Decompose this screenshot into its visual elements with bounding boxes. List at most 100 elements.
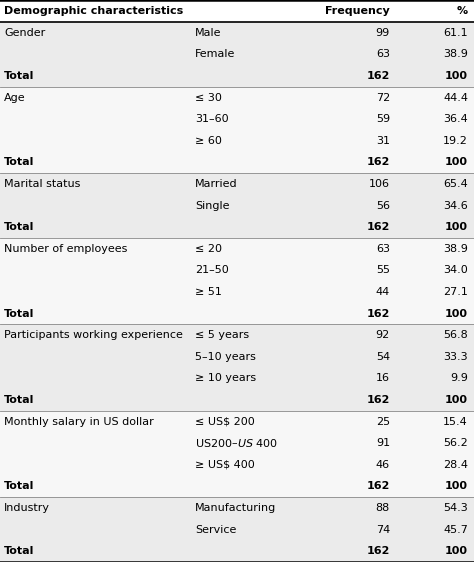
Text: ≥ 10 years: ≥ 10 years [195,373,256,383]
Text: 54.3: 54.3 [443,503,468,513]
Text: Total: Total [4,222,35,232]
Text: 55: 55 [376,265,390,275]
Bar [0,65,474,87]
Text: Total: Total [4,157,35,167]
Bar [0,519,474,541]
Text: Demographic characteristics: Demographic characteristics [4,6,183,16]
Bar [0,0,474,22]
Text: ≤ 30: ≤ 30 [195,93,222,103]
Text: 100: 100 [445,482,468,491]
Text: 31–60: 31–60 [195,114,228,124]
Text: 34.6: 34.6 [443,201,468,211]
Text: 56.2: 56.2 [443,438,468,448]
Bar [0,238,474,260]
Text: Total: Total [4,71,35,81]
Text: 21–50: 21–50 [195,265,229,275]
Text: Service: Service [195,524,237,534]
Text: 56: 56 [376,201,390,211]
Text: 46: 46 [376,460,390,470]
Text: ≤ 20: ≤ 20 [195,244,222,254]
Text: Female: Female [195,49,236,60]
Text: Total: Total [4,309,35,319]
Text: 74: 74 [376,524,390,534]
Text: 15.4: 15.4 [443,416,468,427]
Text: 9.9: 9.9 [450,373,468,383]
Bar [0,324,474,346]
Bar [0,411,474,432]
Text: 36.4: 36.4 [443,114,468,124]
Text: 63: 63 [376,244,390,254]
Text: 162: 162 [366,395,390,405]
Text: 100: 100 [445,546,468,556]
Text: 72: 72 [376,93,390,103]
Text: 100: 100 [445,71,468,81]
Text: 65.4: 65.4 [443,179,468,189]
Text: Participants working experience: Participants working experience [4,330,183,340]
Text: 100: 100 [445,157,468,167]
Text: Total: Total [4,546,35,556]
Text: Male: Male [195,28,221,38]
Text: Manufacturing: Manufacturing [195,503,276,513]
Text: ≥ 51: ≥ 51 [195,287,222,297]
Text: 33.3: 33.3 [443,352,468,362]
Text: ≤ 5 years: ≤ 5 years [195,330,249,340]
Text: 88: 88 [376,503,390,513]
Text: 162: 162 [366,222,390,232]
Text: 100: 100 [445,395,468,405]
Bar [0,541,474,562]
Bar [0,346,474,368]
Bar [0,22,474,44]
Text: ≥ 60: ≥ 60 [195,136,222,146]
Text: 28.4: 28.4 [443,460,468,470]
Text: 100: 100 [445,222,468,232]
Text: ≤ US$ 200: ≤ US$ 200 [195,416,255,427]
Text: 92: 92 [376,330,390,340]
Text: 5–10 years: 5–10 years [195,352,256,362]
Text: Age: Age [4,93,26,103]
Text: 44: 44 [376,287,390,297]
Text: 106: 106 [369,179,390,189]
Text: 100: 100 [445,309,468,319]
Text: Marital status: Marital status [4,179,81,189]
Text: 38.9: 38.9 [443,49,468,60]
Text: 162: 162 [366,309,390,319]
Text: 16: 16 [376,373,390,383]
Text: 27.1: 27.1 [443,287,468,297]
Text: Number of employees: Number of employees [4,244,128,254]
Text: 63: 63 [376,49,390,60]
Bar [0,303,474,324]
Text: 59: 59 [376,114,390,124]
Bar [0,475,474,497]
Text: 99: 99 [376,28,390,38]
Text: 45.7: 45.7 [443,524,468,534]
Text: Total: Total [4,395,35,405]
Bar [0,454,474,475]
Bar [0,389,474,411]
Text: 162: 162 [366,157,390,167]
Bar [0,173,474,195]
Text: 56.8: 56.8 [443,330,468,340]
Bar [0,87,474,108]
Text: Industry: Industry [4,503,50,513]
Bar [0,368,474,389]
Bar [0,130,474,152]
Text: ≥ US$ 400: ≥ US$ 400 [195,460,255,470]
Text: 162: 162 [366,71,390,81]
Bar [0,44,474,65]
Bar [0,152,474,173]
Bar [0,281,474,303]
Text: Total: Total [4,482,35,491]
Text: 91: 91 [376,438,390,448]
Text: 61.1: 61.1 [443,28,468,38]
Text: Monthly salary in US dollar: Monthly salary in US dollar [4,416,154,427]
Text: 162: 162 [366,546,390,556]
Text: US$ 200–US$ 400: US$ 200–US$ 400 [195,437,278,449]
Text: %: % [457,6,468,16]
Bar [0,432,474,454]
Text: 54: 54 [376,352,390,362]
Text: 162: 162 [366,482,390,491]
Bar [0,260,474,281]
Text: 19.2: 19.2 [443,136,468,146]
Bar [0,497,474,519]
Text: 31: 31 [376,136,390,146]
